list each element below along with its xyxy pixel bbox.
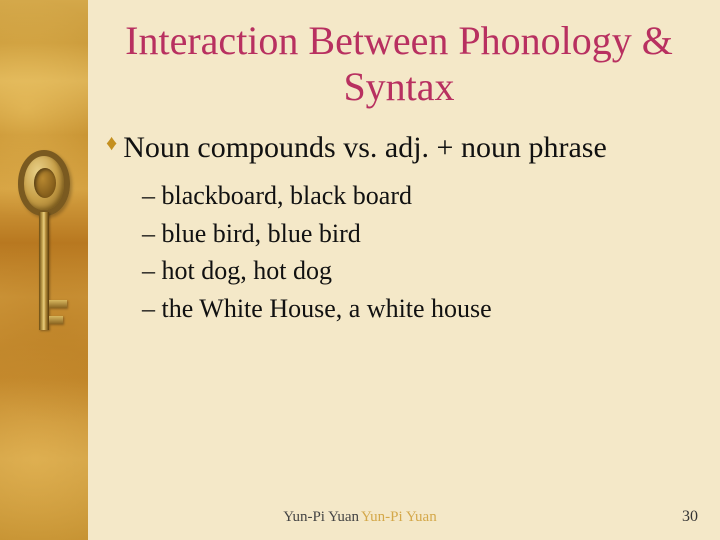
footer-author: Yun-Pi YuanYun-Pi Yuan: [0, 509, 720, 526]
key-graphic: [18, 150, 70, 350]
page-number: 30: [682, 508, 698, 526]
list-item: – blue bird, blue bird: [142, 215, 692, 253]
author-name: Yun-Pi Yuan: [283, 509, 359, 525]
diamond-bullet-icon: ♦: [106, 128, 117, 159]
main-bullet-text: Noun compounds vs. adj. + noun phrase: [123, 128, 607, 167]
slide-title: Interaction Between Phonology & Syntax: [106, 18, 692, 110]
author-name-shadow: Yun-Pi Yuan: [361, 509, 437, 525]
list-item: – hot dog, hot dog: [142, 252, 692, 290]
list-item: – the White House, a white house: [142, 290, 692, 328]
slide-content: Interaction Between Phonology & Syntax ♦…: [88, 0, 720, 540]
sidebar-texture: [0, 0, 88, 540]
main-bullet: ♦ Noun compounds vs. adj. + noun phrase: [106, 128, 692, 167]
list-item: – blackboard, black board: [142, 177, 692, 215]
sub-list: – blackboard, black board – blue bird, b…: [142, 177, 692, 328]
